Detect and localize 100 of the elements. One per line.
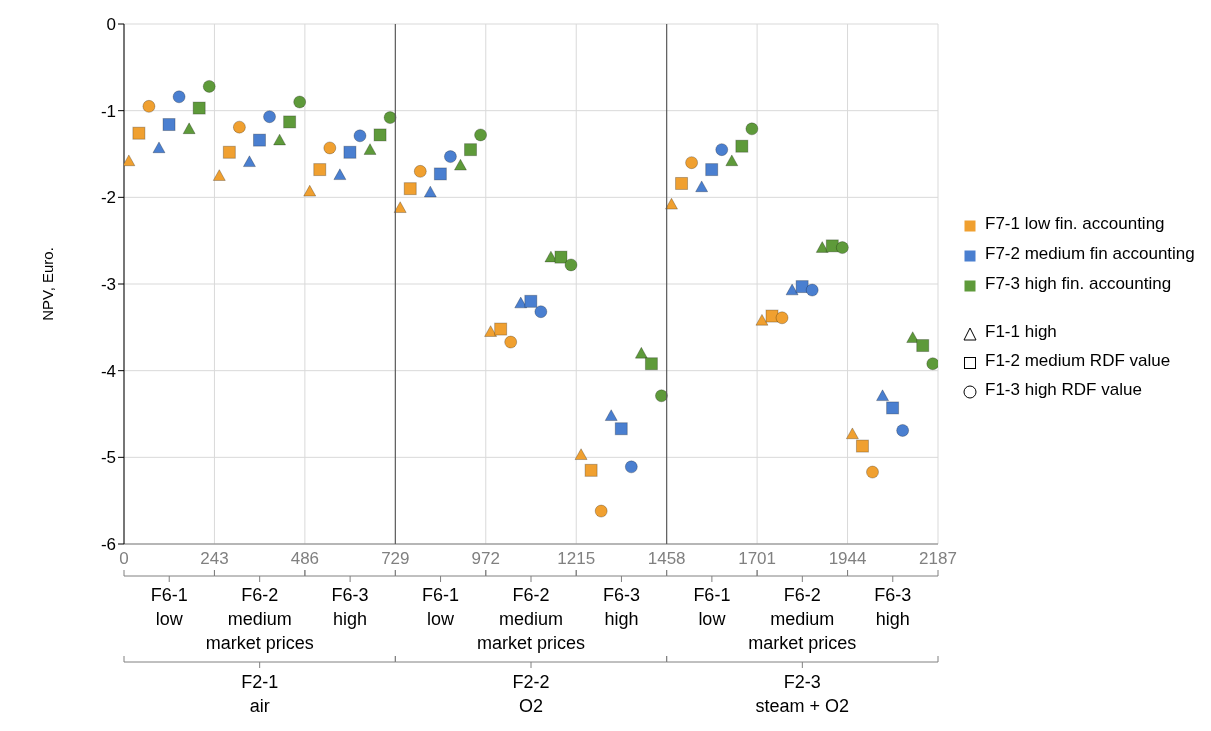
point: [785, 283, 799, 296]
point: [795, 280, 809, 294]
point: [323, 141, 337, 155]
point: [855, 439, 869, 453]
x-tick-label: 1215: [557, 549, 596, 569]
point: [926, 357, 938, 371]
point: [574, 448, 588, 461]
point: [865, 465, 879, 479]
point: [886, 401, 900, 415]
point: [584, 463, 598, 477]
text: F6-1 low: [422, 585, 460, 629]
point: [654, 389, 668, 403]
point: [242, 155, 256, 168]
point: [212, 169, 226, 181]
point: [343, 145, 357, 159]
point: [353, 129, 367, 143]
x-tick-label: 2187: [919, 549, 957, 569]
point: [162, 118, 176, 132]
text: F1-2 medium RDF value: [985, 350, 1171, 372]
text: F6-3 high: [874, 585, 912, 629]
point: [443, 150, 457, 164]
point: [263, 110, 277, 124]
point: [453, 158, 467, 171]
point: [232, 120, 246, 134]
point: [634, 346, 648, 359]
x-tick-label: 243: [200, 549, 229, 569]
point: [745, 122, 759, 136]
point: [423, 185, 437, 198]
point: [273, 133, 287, 146]
y-tick-label: -5: [100, 448, 116, 468]
text: F6-2 medium market prices: [476, 585, 586, 653]
point: [172, 90, 186, 104]
text: F6-2 medium market prices: [205, 585, 314, 653]
point: [252, 133, 266, 147]
point: [604, 409, 618, 422]
text: F1-1 high: [985, 321, 1057, 343]
point: [494, 322, 508, 336]
point: [534, 305, 548, 319]
point: [152, 141, 166, 154]
text: F6-1 low: [150, 585, 188, 629]
point: [845, 427, 859, 440]
point: [755, 313, 769, 326]
x-tick-label: 1944: [828, 549, 867, 569]
point: [504, 335, 518, 349]
point: [735, 139, 749, 153]
point: [283, 115, 297, 129]
point: [835, 241, 849, 255]
point: [524, 294, 538, 308]
text: F6-2 medium market prices: [748, 585, 857, 653]
text: F6-1 low: [693, 585, 731, 629]
text: F6-3 high: [331, 585, 369, 629]
point: [222, 145, 236, 159]
point: [293, 95, 307, 109]
point: [363, 143, 377, 155]
point: [675, 176, 689, 190]
y-tick-label: -1: [100, 101, 116, 121]
point: [775, 311, 789, 325]
point: [132, 126, 146, 140]
point: [725, 154, 739, 167]
point: [554, 250, 568, 264]
point: [685, 156, 699, 170]
text: F1-3 high RDF value: [985, 379, 1142, 401]
point: [695, 180, 709, 193]
point: [182, 122, 196, 135]
x-tick-label: 486: [290, 549, 320, 569]
text: F2-3 steam + O2: [755, 672, 850, 716]
point: [564, 258, 578, 272]
y-axis-title: NPV, Euro.: [39, 247, 57, 321]
y-tick-label: 0: [106, 15, 116, 35]
text: F7-3 high fin. accounting: [985, 273, 1172, 295]
text: F7-1 low fin. accounting: [985, 213, 1165, 235]
x-tick-label: 1701: [738, 549, 777, 569]
point: [202, 79, 216, 93]
point: [413, 164, 427, 178]
x-tick-label: 1458: [647, 549, 686, 569]
point: [313, 163, 327, 177]
point: [393, 201, 407, 214]
point: [715, 143, 729, 157]
point: [624, 460, 638, 474]
point: [644, 357, 658, 371]
point: [876, 389, 890, 402]
point: [303, 184, 317, 197]
point: [805, 283, 819, 297]
text: F2-1 air: [241, 672, 279, 716]
point: [464, 143, 478, 157]
point: [433, 167, 447, 181]
point: [705, 163, 719, 177]
text: F7-2 medium fin accounting: [985, 243, 1195, 265]
point: [403, 182, 417, 196]
x-tick-label: 729: [381, 549, 410, 569]
point: [474, 128, 488, 142]
point: [916, 339, 930, 353]
y-tick-label: -4: [100, 361, 116, 381]
point: [896, 423, 910, 437]
x-tick-label: 972: [471, 549, 500, 569]
y-tick-label: -2: [100, 188, 116, 208]
y-tick-label: -6: [100, 535, 116, 555]
x-tick-label: 0: [119, 549, 129, 569]
y-tick-label: -3: [100, 275, 116, 295]
point: [614, 422, 628, 436]
